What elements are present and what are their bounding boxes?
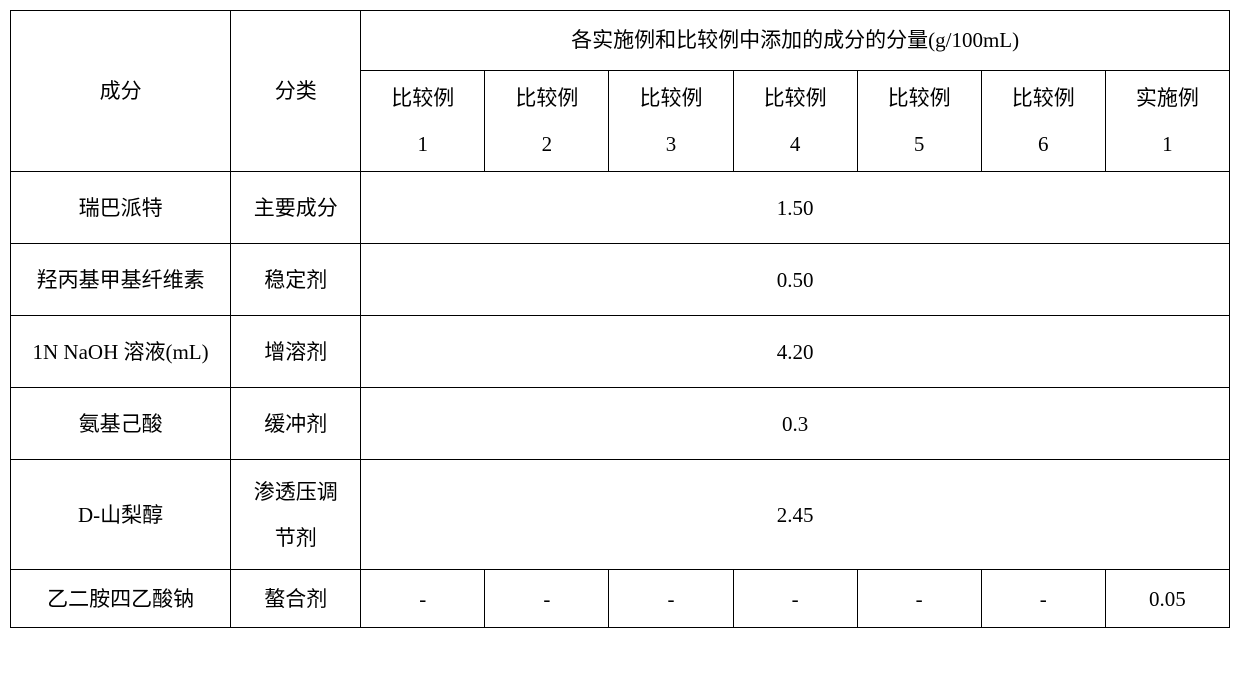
cell-value: - [361, 570, 485, 628]
table-row: 瑞巴派特 主要成分 1.50 [11, 172, 1230, 244]
cell-merged-value: 2.45 [361, 460, 1230, 570]
table-row: 乙二胺四乙酸钠 螯合剂 - - - - - - 0.05 [11, 570, 1230, 628]
cell-ingredient: 1N NaOH 溶液(mL) [11, 316, 231, 388]
table-row: D-山梨醇 渗透压调节剂 2.45 [11, 460, 1230, 570]
cell-merged-value: 0.3 [361, 388, 1230, 460]
table-body: 瑞巴派特 主要成分 1.50 羟丙基甲基纤维素 稳定剂 0.50 1N NaOH… [11, 172, 1230, 628]
cell-category: 渗透压调节剂 [231, 460, 361, 570]
header-example-1: 比较例1 [361, 71, 485, 172]
cell-value: - [857, 570, 981, 628]
cell-value: - [609, 570, 733, 628]
cell-merged-value: 0.50 [361, 244, 1230, 316]
table-row: 1N NaOH 溶液(mL) 增溶剂 4.20 [11, 316, 1230, 388]
cell-ingredient: D-山梨醇 [11, 460, 231, 570]
table-header: 成分 分类 各实施例和比较例中添加的成分的分量(g/100mL) 比较例1 比较… [11, 11, 1230, 172]
cell-ingredient: 乙二胺四乙酸钠 [11, 570, 231, 628]
cell-category: 增溶剂 [231, 316, 361, 388]
header-example-7: 实施例1 [1105, 71, 1229, 172]
table-row: 氨基己酸 缓冲剂 0.3 [11, 388, 1230, 460]
header-example-4: 比较例4 [733, 71, 857, 172]
cell-ingredient: 瑞巴派特 [11, 172, 231, 244]
header-example-3: 比较例3 [609, 71, 733, 172]
cell-merged-value: 1.50 [361, 172, 1230, 244]
cell-merged-value: 4.20 [361, 316, 1230, 388]
cell-value: - [733, 570, 857, 628]
header-ingredient: 成分 [11, 11, 231, 172]
header-example-5: 比较例5 [857, 71, 981, 172]
cell-ingredient: 氨基己酸 [11, 388, 231, 460]
cell-ingredient: 羟丙基甲基纤维素 [11, 244, 231, 316]
cell-category: 螯合剂 [231, 570, 361, 628]
cell-category: 缓冲剂 [231, 388, 361, 460]
composition-table: 成分 分类 各实施例和比较例中添加的成分的分量(g/100mL) 比较例1 比较… [10, 10, 1230, 628]
cell-value: - [485, 570, 609, 628]
cell-category: 主要成分 [231, 172, 361, 244]
header-example-6: 比较例6 [981, 71, 1105, 172]
cell-value: 0.05 [1105, 570, 1229, 628]
table-row: 羟丙基甲基纤维素 稳定剂 0.50 [11, 244, 1230, 316]
header-spanning: 各实施例和比较例中添加的成分的分量(g/100mL) [361, 11, 1230, 71]
cell-value: - [981, 570, 1105, 628]
cell-category: 稳定剂 [231, 244, 361, 316]
header-example-2: 比较例2 [485, 71, 609, 172]
header-category: 分类 [231, 11, 361, 172]
